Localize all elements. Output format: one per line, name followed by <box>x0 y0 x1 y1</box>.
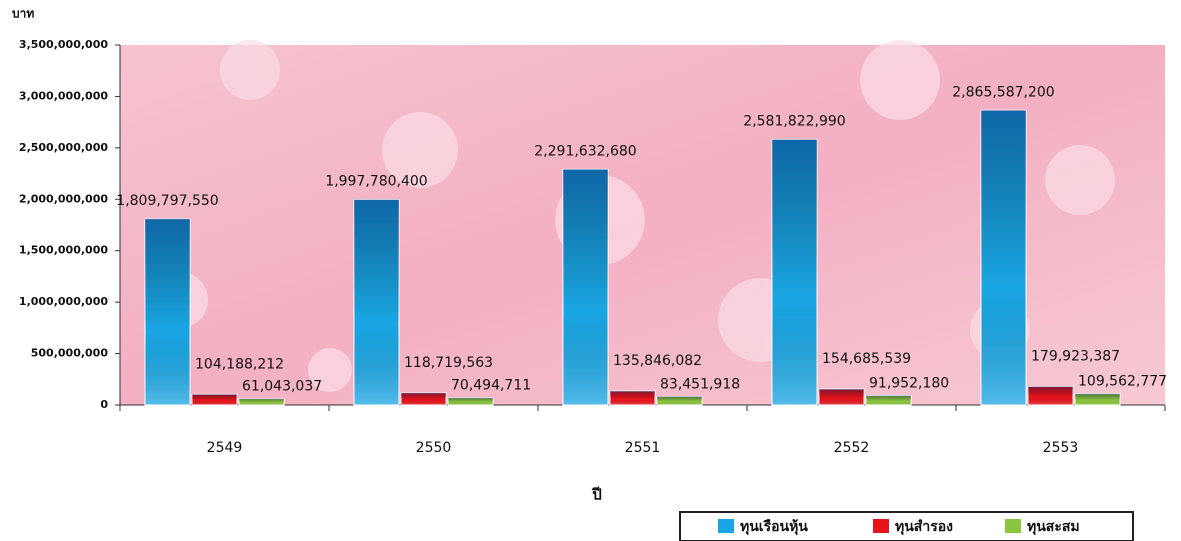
value-label: 104,188,212 <box>195 356 284 372</box>
bar <box>192 394 237 405</box>
bar <box>772 139 817 405</box>
bar <box>866 396 911 405</box>
value-label: 1,997,780,400 <box>325 174 427 190</box>
y-tick-label: 1,500,000,000 <box>19 244 108 257</box>
bar <box>1075 394 1120 405</box>
value-label: 154,685,539 <box>822 351 911 367</box>
legend-swatch <box>873 519 889 533</box>
bar <box>239 399 284 405</box>
bar <box>819 389 864 405</box>
value-label: 2,291,632,680 <box>534 143 636 159</box>
x-tick-label: 2550 <box>416 440 452 456</box>
x-axis-label: ปี <box>591 486 601 504</box>
bar <box>401 393 446 405</box>
y-axis-label: บาท <box>12 7 34 21</box>
y-tick-label: 2,000,000,000 <box>19 192 108 205</box>
bar <box>354 200 399 405</box>
y-tick-label: 1,000,000,000 <box>19 295 108 308</box>
value-label: 179,923,387 <box>1031 348 1120 364</box>
value-label: 83,451,918 <box>660 376 740 392</box>
legend-label: ทุนสำรอง <box>895 519 953 535</box>
y-tick-label: 500,000,000 <box>31 347 109 360</box>
x-tick-label: 2553 <box>1043 440 1079 456</box>
value-label: 61,043,037 <box>242 379 322 395</box>
value-label: 135,846,082 <box>613 353 702 369</box>
chart: บาท ปี 0 500,000,000 1,000,000,000 1,500,00… <box>0 0 1181 541</box>
value-label: 91,952,180 <box>869 376 949 392</box>
bar <box>448 398 493 405</box>
value-label: 2,865,587,200 <box>952 84 1054 100</box>
legend-swatch <box>718 519 734 533</box>
legend-swatch <box>1005 519 1021 533</box>
bar <box>145 219 190 405</box>
value-label: 109,562,777 <box>1078 374 1167 390</box>
legend-label: ทุนเรือนหุ้น <box>740 519 808 535</box>
bar <box>657 396 702 405</box>
y-tick-label: 3,000,000,000 <box>19 89 108 102</box>
bar <box>1028 386 1073 405</box>
value-label: 118,719,563 <box>404 355 493 371</box>
y-tick-label: 3,500,000,000 <box>19 38 108 51</box>
y-tick-label: 2,500,000,000 <box>19 141 108 154</box>
x-tick-label: 2549 <box>207 440 243 456</box>
value-label: 2,581,822,990 <box>743 113 845 129</box>
value-label: 70,494,711 <box>451 378 531 394</box>
y-tick-label: 0 <box>100 398 108 411</box>
bar <box>610 391 655 405</box>
x-tick-label: 2551 <box>625 440 661 456</box>
bar <box>981 110 1026 405</box>
x-tick-label: 2552 <box>834 440 870 456</box>
value-label: 1,809,797,550 <box>116 193 218 209</box>
bar <box>563 169 608 405</box>
legend-label: ทุนสะสม <box>1027 519 1080 535</box>
